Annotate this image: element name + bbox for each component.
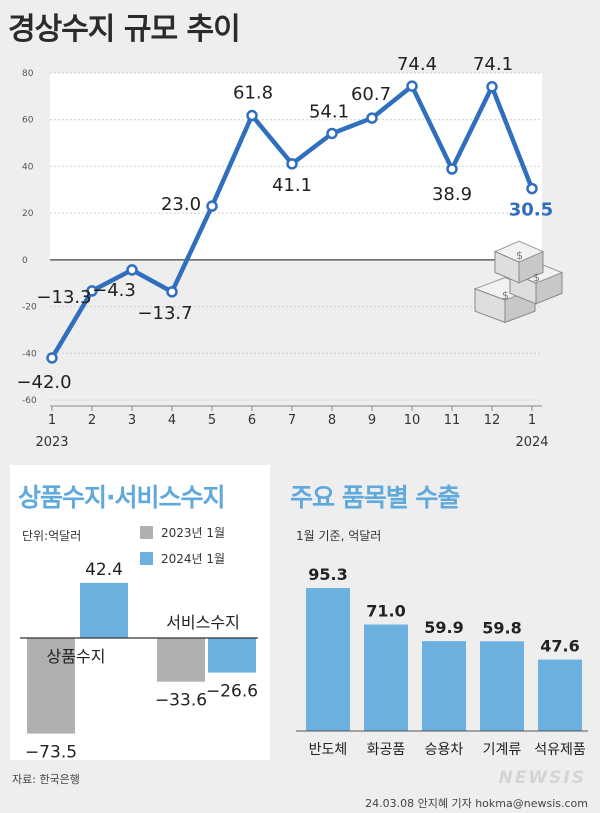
data-point xyxy=(286,158,298,170)
source-text: 자료: 한국은행 xyxy=(12,773,80,786)
y-tick-label: -20 xyxy=(22,303,37,313)
y-tick-label: 0 xyxy=(22,256,28,266)
export-value-label: 59.9 xyxy=(424,618,463,637)
category-label-services: 서비스수지 xyxy=(166,613,240,632)
x-tick-label: 12 xyxy=(484,413,501,428)
y-tick-label: 20 xyxy=(22,209,34,219)
data-point xyxy=(406,80,418,92)
data-point xyxy=(86,285,98,297)
x-tick-label: 11 xyxy=(444,413,461,428)
data-label: 41.1 xyxy=(272,175,312,196)
export-bar xyxy=(422,641,466,731)
data-label: 74.4 xyxy=(397,54,437,75)
money-stack-front xyxy=(494,250,520,284)
credit-text: 24.03.08 안지혜 기자 hokma@newsis.com xyxy=(365,797,588,810)
data-point xyxy=(486,81,498,93)
category-label-goods: 상품수지 xyxy=(47,647,106,666)
y-tick-label: 40 xyxy=(22,162,34,172)
data-label: 61.8 xyxy=(233,83,273,104)
money-stack-front xyxy=(474,288,506,324)
y-tick-label: 60 xyxy=(22,116,34,126)
year-label-end: 2024 xyxy=(515,435,548,450)
data-point xyxy=(46,352,58,364)
export-value-label: 95.3 xyxy=(308,565,347,584)
x-tick-label: 1 xyxy=(528,413,536,428)
export-value-label: 59.8 xyxy=(482,618,521,637)
export-category-label: 화공품 xyxy=(367,742,406,758)
data-label: 74.1 xyxy=(473,54,513,75)
x-tick-label: 6 xyxy=(248,413,256,428)
bar-goods-1 xyxy=(80,582,128,638)
export-category-label: 석유제품 xyxy=(534,742,586,758)
dollar-glyph: $ xyxy=(533,271,540,284)
x-tick-label: 10 xyxy=(404,413,421,428)
legend-2023-label: 2023년 1월 xyxy=(161,526,226,540)
data-point xyxy=(126,264,138,276)
x-tick-label: 5 xyxy=(208,413,216,428)
bar-value-label: −33.6 xyxy=(155,691,207,711)
x-tick-label: 1 xyxy=(48,413,56,428)
data-label: 38.9 xyxy=(432,184,472,205)
data-point xyxy=(246,109,258,122)
data-point xyxy=(526,182,538,195)
data-label: −13.3 xyxy=(36,287,91,308)
x-tick-label: 7 xyxy=(288,413,296,428)
data-point xyxy=(166,286,178,298)
data-label: −42.0 xyxy=(16,372,71,393)
legend-2024: 2024년 1월 xyxy=(140,550,225,567)
legend-2023: 2023년 1월 xyxy=(140,524,225,541)
export-value-label: 71.0 xyxy=(366,602,405,621)
bar-services-1 xyxy=(208,638,256,673)
data-label: −4.3 xyxy=(92,280,136,301)
data-label: 30.5 xyxy=(509,200,553,221)
data-label: −13.7 xyxy=(137,303,192,324)
data-label: 23.0 xyxy=(161,194,201,215)
y-tick-label: -60 xyxy=(22,396,37,406)
bar-value-label: −26.6 xyxy=(206,682,258,702)
export-bar xyxy=(480,641,524,731)
y-tick-label: -40 xyxy=(22,349,37,359)
data-point xyxy=(366,112,378,124)
data-point xyxy=(326,127,338,140)
legend-2024-label: 2024년 1월 xyxy=(161,552,226,566)
x-tick-label: 4 xyxy=(168,413,176,428)
legend-2023-swatch xyxy=(140,526,153,539)
dollar-glyph: $ xyxy=(516,249,523,262)
page-title: 경상수지 규모 추이 xyxy=(8,12,241,47)
x-tick-label: 9 xyxy=(368,413,376,428)
dollar-glyph: $ xyxy=(502,289,509,302)
newsis-logo: NEWSIS xyxy=(498,768,586,788)
export-category-label: 승용차 xyxy=(425,742,464,758)
goods-services-title: 상품수지·서비스수지 xyxy=(18,483,225,512)
x-tick-label: 3 xyxy=(128,413,136,428)
export-category-label: 기계류 xyxy=(483,742,522,758)
year-label-start: 2023 xyxy=(35,435,68,450)
x-tick-label: 8 xyxy=(328,413,336,428)
export-bar xyxy=(538,659,582,731)
data-point xyxy=(206,200,218,212)
legend-2024-swatch xyxy=(140,552,153,565)
exports-unit: 1월 기준, 억달러 xyxy=(296,529,382,543)
export-value-label: 47.6 xyxy=(540,637,579,656)
exports-title: 주요 품목별 수출 xyxy=(290,483,460,512)
bar-services-0 xyxy=(157,638,205,682)
bar-value-label: −73.5 xyxy=(25,743,77,763)
x-tick-label: 2 xyxy=(88,413,96,428)
goods-services-unit: 단위:억달러 xyxy=(22,529,82,543)
y-tick-label: 80 xyxy=(22,69,34,79)
export-bar xyxy=(364,624,408,731)
data-point xyxy=(446,163,458,175)
bar-value-label: 42.4 xyxy=(85,560,123,580)
data-label: 54.1 xyxy=(309,101,349,122)
export-category-label: 반도체 xyxy=(309,742,348,758)
bar-goods-0 xyxy=(27,638,75,734)
data-label: 60.7 xyxy=(351,84,391,105)
export-bar xyxy=(306,588,350,731)
